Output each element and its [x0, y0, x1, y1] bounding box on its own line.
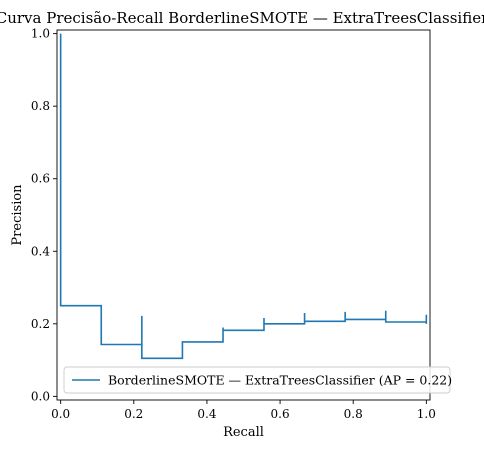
x-tick-label: 0.4: [197, 407, 216, 421]
plot-area: 0.0 0.2 0.4 0.6 0.8 1.0 0.0 0.2 0.4 0.6 0.8 1.0: [31, 27, 436, 421]
y-tick-label: 0.4: [31, 244, 50, 258]
x-tick-label: 0.8: [344, 407, 363, 421]
x-tick-label: 0.0: [51, 407, 70, 421]
y-tick-label: 0.6: [31, 172, 50, 186]
x-tick-label: 0.2: [124, 407, 143, 421]
x-axis-label: Recall: [223, 425, 264, 440]
x-tick-label: 1.0: [417, 407, 436, 421]
pr-curve-line: [59, 33, 428, 360]
y-axis-label: Precision: [10, 184, 25, 246]
y-tick-label: 0.8: [31, 99, 50, 113]
legend: BorderlineSMOTE — ExtraTreesClassifier (…: [63, 366, 452, 394]
x-tick-label: 0.6: [271, 407, 290, 421]
legend-label: BorderlineSMOTE — ExtraTreesClassifier (…: [108, 373, 452, 388]
chart-title: Curva Precisão-Recall BorderlineSMOTE — …: [0, 9, 484, 27]
axes-frame: [56, 29, 431, 401]
y-tick-label: 1.0: [31, 27, 50, 41]
y-tick-label: 0.0: [31, 389, 50, 403]
legend-box: [63, 366, 451, 394]
y-tick-label: 0.2: [31, 317, 50, 331]
